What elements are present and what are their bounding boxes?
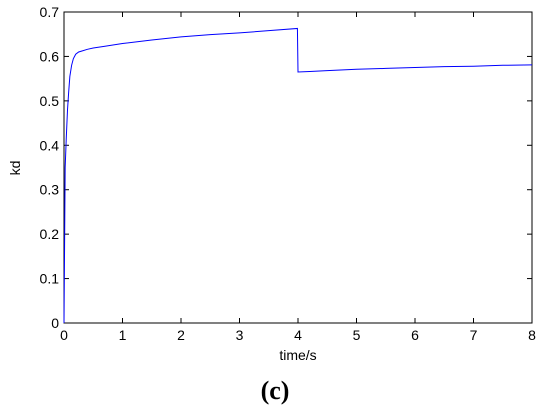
x-tick-label: 1 [119,327,127,343]
y-axis-label: kd [7,161,23,176]
y-tick-label: 0.4 [40,137,60,153]
y-tick-label: 0.3 [40,182,60,198]
tick-labels-group: 0 1 2 3 4 5 6 7 8 0 0.1 0.2 0.3 0.4 0.5 0.6 0.7 [40,4,537,343]
panel-label: (c) [260,376,290,405]
y-tick-label: 0.7 [40,4,60,20]
y-tick-label: 0.6 [40,48,60,64]
y-tick-label: 0 [51,315,59,331]
x-tick-label: 4 [294,327,302,343]
series-line [63,27,533,324]
x-tick-label: 2 [177,327,185,343]
x-tick-label: 6 [411,327,419,343]
x-axis-label: time/s [279,347,316,363]
y-tick-label: 0.5 [40,93,60,109]
x-tick-label: 3 [236,327,244,343]
y-tick-label: 0.2 [40,226,60,242]
x-tick-label: 5 [353,327,361,343]
x-tick-label: 8 [528,327,536,343]
x-tick-label: 0 [60,327,68,343]
y-tick-label: 0.1 [40,271,60,287]
x-tick-label: 7 [470,327,478,343]
